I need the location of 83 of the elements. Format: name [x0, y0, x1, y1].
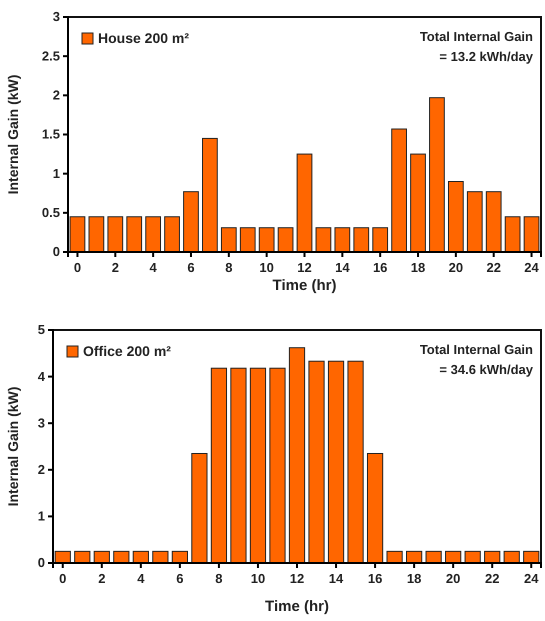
- bar: [486, 191, 502, 252]
- bar: [524, 216, 540, 252]
- bar: [296, 154, 312, 252]
- bar: [316, 227, 332, 252]
- y-tick-label: 3: [52, 9, 60, 24]
- bar: [334, 227, 350, 252]
- x-tick-label: 6: [187, 260, 195, 276]
- y-tick-label: 2: [52, 87, 60, 102]
- x-tick-label: 10: [250, 571, 266, 586]
- annotation: Total Internal Gain: [420, 29, 534, 44]
- x-tick-label: 18: [410, 260, 426, 276]
- annotation: Total Internal Gain: [420, 342, 534, 357]
- bar: [191, 452, 208, 564]
- bar: [429, 97, 445, 252]
- x-tick-label: 18: [406, 571, 422, 586]
- bar: [366, 452, 384, 564]
- annotation: = 13.2 kWh/day: [439, 49, 534, 64]
- bar: [328, 360, 344, 564]
- x-tick-label: 12: [297, 260, 312, 276]
- bar: [278, 227, 294, 252]
- x-tick-label: 4: [137, 571, 146, 586]
- bar: [210, 368, 228, 564]
- y-tick-label: 0: [52, 244, 60, 260]
- bar: [448, 181, 464, 252]
- bar: [183, 191, 199, 252]
- y-tick-label: 0.5: [42, 204, 60, 220]
- y-tick-label: 2.5: [42, 48, 60, 64]
- bar: [88, 216, 104, 252]
- bar: [230, 368, 247, 564]
- bar: [466, 191, 483, 252]
- bar: [164, 216, 180, 252]
- y-tick-label: 1: [52, 166, 60, 181]
- x-tick-label: 0: [74, 260, 82, 276]
- bar: [372, 227, 388, 252]
- y-tick-label: 5: [38, 322, 45, 338]
- y-tick-label: 4: [38, 368, 46, 384]
- x-axis-title: Time (hr): [272, 277, 336, 294]
- x-tick-label: 2: [98, 571, 106, 586]
- y-tick-label: 2: [38, 462, 45, 477]
- bar: [288, 347, 306, 564]
- x-tick-label: 16: [372, 260, 388, 276]
- x-tick-label: 2: [112, 260, 119, 276]
- bar: [269, 368, 286, 564]
- bar: [145, 216, 162, 252]
- bar: [126, 216, 142, 252]
- annotation: = 34.6 kWh/day: [439, 362, 534, 377]
- legend-label: House 200 m²: [98, 30, 190, 46]
- y-tick-label: 3: [38, 415, 45, 430]
- x-axis-title: Time (hr): [265, 598, 329, 615]
- x-tick-label: 12: [290, 571, 304, 586]
- bar: [391, 128, 407, 252]
- bar: [70, 216, 86, 252]
- x-tick-label: 24: [524, 260, 540, 276]
- y-axis-title: Internal Gain (kW): [5, 74, 21, 194]
- bar: [410, 154, 426, 252]
- bar: [240, 227, 256, 252]
- y-tick-label: 1.5: [42, 126, 60, 142]
- y-axis-title: Internal Gain (kW): [5, 386, 21, 506]
- y-tick-label: 1: [38, 508, 45, 524]
- x-tick-label: 20: [446, 571, 460, 586]
- x-tick-label: 16: [368, 571, 382, 586]
- bar: [250, 368, 266, 564]
- x-tick-label: 4: [150, 260, 158, 276]
- x-tick-label: 10: [259, 260, 274, 276]
- bar: [107, 216, 124, 252]
- x-tick-label: 20: [448, 260, 464, 276]
- y-tick-label: 0: [38, 555, 45, 570]
- x-tick-label: 6: [176, 571, 184, 586]
- bar: [347, 360, 364, 564]
- x-tick-label: 14: [335, 260, 350, 276]
- bar: [202, 138, 218, 252]
- bar: [220, 227, 237, 252]
- x-tick-label: 22: [486, 260, 501, 276]
- legend-label: Office 200 m²: [83, 343, 172, 359]
- x-tick-label: 8: [215, 571, 223, 586]
- x-tick-label: 14: [328, 571, 344, 586]
- bar: [308, 360, 325, 564]
- x-tick-label: 22: [484, 571, 500, 586]
- bar: [258, 227, 275, 252]
- x-tick-label: 24: [524, 571, 540, 586]
- bar: [504, 216, 520, 252]
- x-tick-label: 8: [225, 260, 232, 276]
- bar: [353, 227, 370, 252]
